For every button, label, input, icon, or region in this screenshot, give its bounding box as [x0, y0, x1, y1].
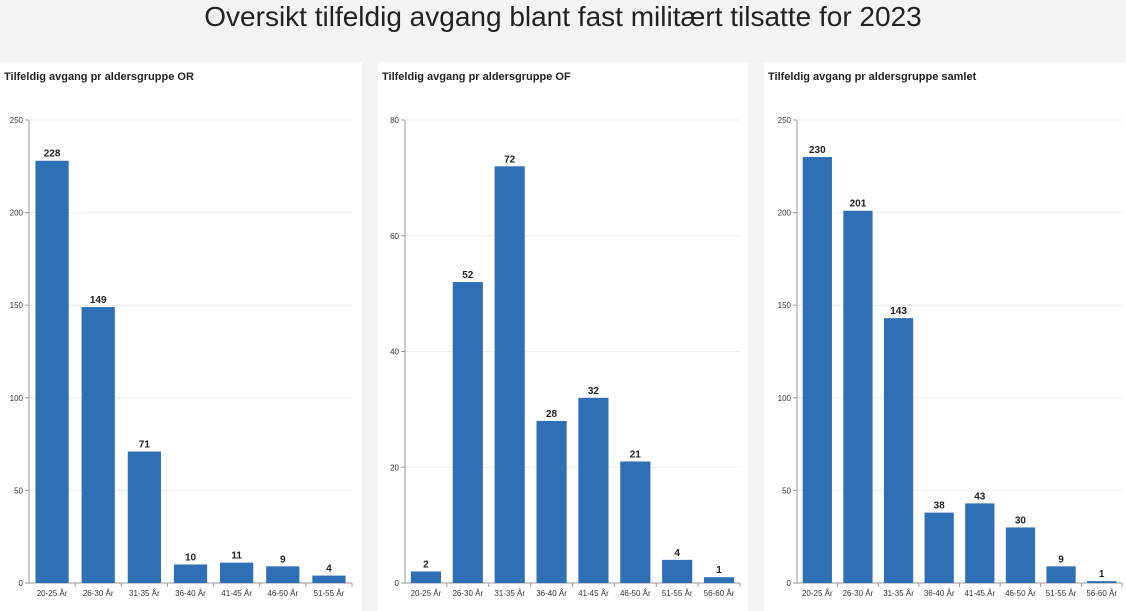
data-label: 149 — [90, 295, 107, 306]
bar — [1046, 566, 1076, 583]
data-label: 1 — [1099, 569, 1105, 580]
x-tick-label: 41-45 År — [578, 589, 609, 598]
data-label: 201 — [850, 199, 867, 210]
y-tick-label: 0 — [395, 579, 400, 588]
bar — [1087, 581, 1117, 583]
x-tick-label: 41-45 År — [221, 589, 252, 598]
x-tick-label: 20-25 År — [411, 589, 442, 598]
x-tick-label: 36-40 År — [175, 589, 206, 598]
data-label: 52 — [462, 270, 474, 281]
bar — [536, 420, 567, 583]
y-tick-label: 0 — [19, 579, 24, 588]
x-tick-label: 51-55 År — [662, 589, 693, 598]
bar — [883, 318, 914, 583]
data-label: 230 — [809, 145, 826, 156]
chart-panel-or: Tilfeldig avgang pr aldersgruppe OR 0 50 1… — [0, 62, 362, 611]
data-label: 72 — [504, 154, 516, 165]
y-tick-label: 100 — [10, 394, 24, 403]
data-label: 43 — [974, 491, 986, 502]
y-tick-label: 200 — [778, 209, 792, 218]
x-tick-label: 46-50 År — [1005, 589, 1036, 598]
chart-panel-of: Tilfeldig avgang pr aldersgruppe OF 0 20 4… — [378, 62, 748, 611]
y-tick-label: 50 — [782, 486, 791, 495]
bar — [924, 512, 954, 583]
chart-title: Tilfeldig avgang pr aldersgruppe OR — [4, 71, 194, 83]
x-tick-label: 36-40 År — [924, 589, 955, 598]
data-label: 28 — [546, 409, 558, 420]
data-label: 32 — [588, 386, 600, 397]
bar-chart-or: 0 50 100 150 200 250 228 20-25 År 149 26-30 År 71 3… — [10, 116, 353, 598]
bar — [410, 571, 442, 583]
chart-title: Tilfeldig avgang pr aldersgruppe OF — [382, 71, 571, 83]
y-tick-label: 150 — [10, 301, 24, 310]
bar — [578, 397, 609, 583]
y-tick-label: 250 — [10, 116, 24, 125]
y-tick-label: 50 — [14, 486, 23, 495]
data-label: 1 — [716, 565, 722, 576]
y-tick-label: 40 — [390, 348, 399, 357]
y-tick-label: 20 — [390, 463, 399, 472]
bar — [220, 562, 254, 583]
bar — [452, 282, 483, 583]
y-tick-label: 0 — [787, 579, 792, 588]
data-label: 4 — [674, 548, 680, 559]
data-label: 38 — [934, 501, 946, 512]
x-tick-label: 26-30 År — [83, 589, 114, 598]
bar — [266, 566, 300, 583]
bar — [81, 307, 115, 583]
bar — [662, 559, 693, 583]
x-tick-label: 41-45 År — [964, 589, 995, 598]
x-tick-label: 31-35 År — [129, 589, 160, 598]
page-title: Oversikt tilfeldig avgang blant fast mil… — [204, 1, 922, 32]
bar — [843, 210, 873, 584]
y-tick-label: 150 — [778, 301, 792, 310]
bar — [127, 451, 161, 583]
bar — [494, 166, 525, 584]
data-label: 10 — [185, 552, 197, 563]
y-tick-label: 200 — [10, 209, 24, 218]
x-tick-label: 51-55 År — [1046, 589, 1077, 598]
x-tick-label: 26-30 År — [843, 589, 874, 598]
bar — [1005, 527, 1036, 583]
chart-panel-samlet: Tilfeldig avgang pr aldersgruppe samlet … — [764, 62, 1126, 611]
data-label: 2 — [423, 559, 429, 570]
bar — [35, 160, 69, 583]
y-tick-label: 100 — [778, 394, 792, 403]
data-label: 143 — [890, 306, 907, 317]
bar — [802, 157, 832, 583]
x-tick-label: 56-60 År — [1086, 589, 1117, 598]
x-tick-label: 51-55 År — [314, 589, 345, 598]
x-tick-label: 20-25 År — [802, 589, 833, 598]
bar — [965, 503, 995, 583]
bar — [703, 577, 735, 583]
x-tick-label: 46-50 År — [267, 589, 298, 598]
bar — [620, 461, 651, 583]
data-label: 30 — [1015, 515, 1027, 526]
data-label: 71 — [139, 440, 151, 451]
y-tick-label: 80 — [390, 116, 399, 125]
y-tick-label: 60 — [390, 232, 399, 241]
data-label: 4 — [326, 564, 332, 575]
y-tick-label: 250 — [778, 116, 792, 125]
bar — [173, 564, 208, 583]
x-tick-label: 31-35 År — [883, 589, 914, 598]
bar-chart-of: 0 20 40 60 80 2 20-25 År 52 26-30 År 72 31-35 År 28… — [390, 116, 741, 598]
data-label: 228 — [44, 149, 61, 160]
bar — [312, 575, 346, 583]
data-label: 9 — [1058, 554, 1064, 565]
data-label: 21 — [630, 449, 642, 460]
x-tick-label: 36-40 År — [536, 589, 567, 598]
chart-title: Tilfeldig avgang pr aldersgruppe samlet — [768, 71, 977, 83]
x-tick-label: 20-25 År — [37, 589, 68, 598]
x-tick-label: 56-60 År — [704, 589, 735, 598]
data-label: 11 — [231, 551, 242, 562]
x-tick-label: 31-35 År — [494, 589, 525, 598]
x-tick-label: 26-30 År — [452, 589, 483, 598]
x-tick-label: 46-50 År — [620, 589, 651, 598]
data-label: 9 — [280, 554, 286, 565]
